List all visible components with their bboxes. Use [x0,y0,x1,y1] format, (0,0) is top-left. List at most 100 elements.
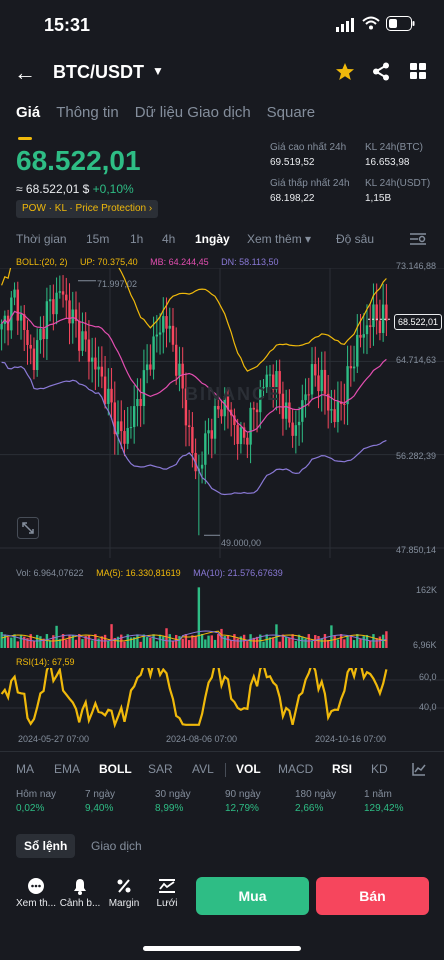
price-sub: ≈ 68.522,01 $ +0,10% [16,182,134,196]
volume-bar [194,635,197,648]
candle-body [204,433,207,465]
volume-bar [362,636,365,648]
volume-bar [48,640,52,648]
candle-body [110,388,113,403]
volume-bar [58,639,62,648]
candle-body [385,304,388,321]
volume-bar [236,638,239,648]
volume-bar [255,636,259,648]
tab-trades[interactable]: Giao dịch [91,839,142,853]
candle-body [259,387,262,413]
indicator-macd[interactable]: MACD [278,762,314,776]
indicator-ma[interactable]: MA [16,762,34,776]
bell-icon [74,879,86,895]
rsi-axis-40: 40,0 [419,702,437,712]
rsi-legend: RSI(14): 67,59 [16,657,75,667]
alert-action[interactable]: Cảnh b... [56,876,104,909]
candle-body [74,309,78,321]
indicator-rsi[interactable]: RSI [332,762,353,776]
volume-bar [32,640,36,648]
star-icon[interactable] [335,62,355,81]
candle-body [262,387,265,389]
volume-bar [19,634,23,648]
timeframe-4h[interactable]: 4h [162,232,176,246]
perf-today: Hôm nay 0,02% [16,789,56,814]
indicator-sar[interactable]: SAR [148,762,173,776]
timeframe-1h[interactable]: 1h [130,232,144,246]
volume-bar [330,625,333,648]
candle-body [278,371,281,394]
indicator-settings-icon[interactable] [412,762,426,776]
candle-body [359,334,362,338]
tab-square[interactable]: Square [266,104,316,121]
timeframe-time[interactable]: Thời gian [16,232,67,246]
perf-label: 1 năm [364,789,392,800]
vol-axis-min: 6,96K [413,640,437,650]
vol-btc-value: 16.653,98 [365,157,410,168]
volume-bar [94,634,97,648]
volume-chart[interactable] [0,580,444,652]
volume-bar [136,634,139,648]
price-change: +0,10% [92,182,134,196]
candle-body [107,388,110,404]
indicator-ema[interactable]: EMA [54,762,81,776]
volume-bar [229,640,233,648]
more-action[interactable]: Xem th... [12,876,60,909]
volume-bar [262,641,265,648]
buy-button[interactable]: Mua [196,877,309,915]
indicator-avl[interactable]: AVL [192,762,214,776]
pair-title[interactable]: BTC/USDT [53,62,144,82]
price-chart[interactable] [0,268,444,558]
candle-body [223,396,226,417]
layout-grid-icon[interactable] [410,63,426,79]
signal-icon [336,18,354,32]
candle-body [39,328,42,341]
indicator-kd[interactable]: KD [371,762,388,776]
tab-trading-data[interactable]: Dữ liệu Giao dịch [134,104,251,121]
fullscreen-icon[interactable] [17,517,39,539]
more-dots-icon [28,878,44,894]
y-axis-label-3: 56.282,39 [396,451,437,461]
vol-btc-label: KL 24h(BTC) [365,142,423,153]
timeframe-more[interactable]: Xem thêm ▾ [247,232,312,246]
candle-body [184,388,188,426]
y-axis-label-1: 73.146,88 [396,261,437,271]
volume-bar [13,634,16,648]
volume-bar [259,634,262,648]
candle-body [249,407,252,445]
timeframe-15m[interactable]: 15m [86,232,110,246]
candle-body [181,363,184,389]
tab-info[interactable]: Thông tin [56,104,119,121]
volume-bar [6,637,10,648]
volume-bar [71,635,74,648]
perf-value: 8,99% [155,803,184,814]
pair-dropdown-icon[interactable]: ▼ [152,64,164,78]
rsi-chart[interactable] [0,668,444,730]
tab-price[interactable]: Giá [16,104,40,140]
chart-settings-icon[interactable] [410,232,426,246]
back-arrow-icon[interactable]: ← [14,60,36,85]
tag-chips[interactable]: POW · KL · Price Protection › [16,200,159,218]
perf-label: 90 ngày [225,789,261,800]
depth-tab[interactable]: Độ sâu [336,232,375,246]
indicator-vol[interactable]: VOL [236,762,261,776]
candle-body [236,425,239,445]
indicator-boll[interactable]: BOLL [99,762,132,776]
timeframe-1d[interactable]: 1ngày [195,232,230,246]
candle-body [372,304,375,328]
share-icon[interactable] [372,62,390,81]
boll-upper-line [1,268,387,372]
candle-body [301,400,304,422]
status-time: 15:31 [44,15,91,35]
candle-body [246,437,249,445]
tab-order-book[interactable]: Sổ lệnh [16,834,76,858]
candle-body [252,407,256,410]
candle-body [136,399,139,407]
sell-button[interactable]: Bán [316,877,429,915]
grid-action[interactable]: Lưới [143,876,191,909]
perf-value: 12,79% [225,803,259,814]
margin-action[interactable]: Margin [100,876,148,909]
volume-bar [246,641,249,648]
candle-body [32,348,36,370]
stats-col-1: Giá cao nhất 24h 69.519,52 Giá thấp nhất… [270,142,350,204]
